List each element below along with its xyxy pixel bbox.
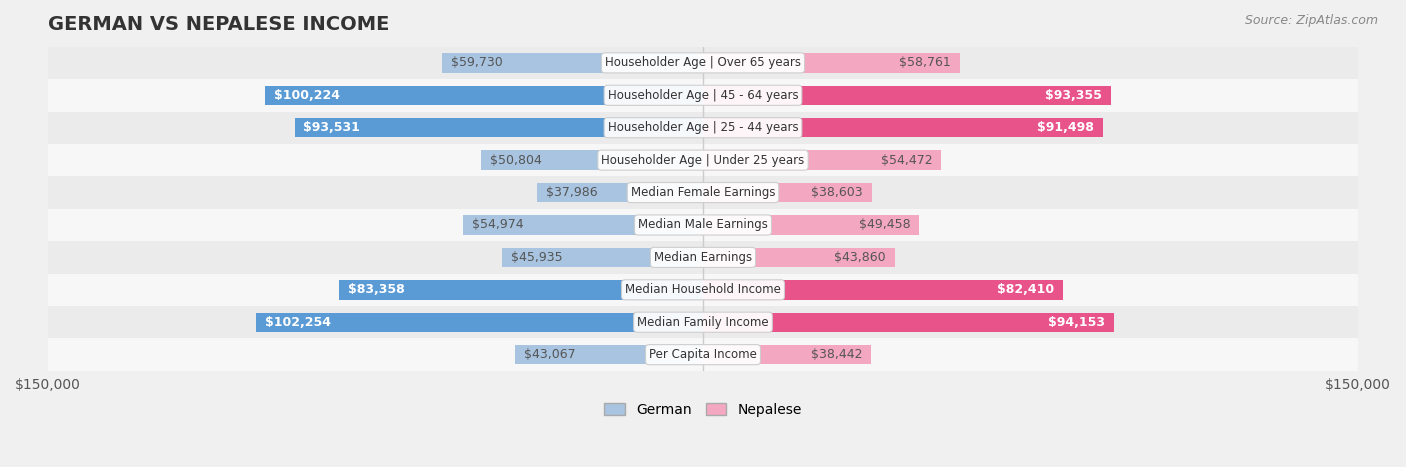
Text: $82,410: $82,410 bbox=[997, 283, 1054, 297]
Bar bbox=[48, 274, 1358, 306]
Text: Householder Age | Over 65 years: Householder Age | Over 65 years bbox=[605, 57, 801, 70]
Text: $43,067: $43,067 bbox=[523, 348, 575, 361]
Text: $94,153: $94,153 bbox=[1049, 316, 1105, 329]
Text: $49,458: $49,458 bbox=[859, 219, 910, 232]
Bar bbox=[441, 53, 703, 72]
Text: $91,498: $91,498 bbox=[1038, 121, 1094, 134]
Text: $50,804: $50,804 bbox=[489, 154, 541, 167]
Bar bbox=[256, 312, 703, 332]
Bar bbox=[48, 144, 1358, 177]
Bar bbox=[48, 209, 1358, 241]
Text: $93,531: $93,531 bbox=[304, 121, 360, 134]
Text: Median Household Income: Median Household Income bbox=[626, 283, 780, 297]
Bar bbox=[703, 345, 870, 364]
Bar bbox=[48, 306, 1358, 339]
Bar bbox=[266, 85, 703, 105]
Text: Median Female Earnings: Median Female Earnings bbox=[631, 186, 775, 199]
Text: Median Male Earnings: Median Male Earnings bbox=[638, 219, 768, 232]
Text: $43,860: $43,860 bbox=[834, 251, 886, 264]
Text: Householder Age | 25 - 44 years: Householder Age | 25 - 44 years bbox=[607, 121, 799, 134]
Bar bbox=[48, 339, 1358, 371]
Legend: German, Nepalese: German, Nepalese bbox=[599, 397, 807, 422]
Bar bbox=[463, 215, 703, 235]
Bar bbox=[48, 241, 1358, 274]
Bar bbox=[48, 112, 1358, 144]
Bar bbox=[703, 183, 872, 202]
Text: $100,224: $100,224 bbox=[274, 89, 340, 102]
Text: $37,986: $37,986 bbox=[546, 186, 598, 199]
Bar bbox=[502, 248, 703, 267]
Text: $54,472: $54,472 bbox=[880, 154, 932, 167]
Text: $59,730: $59,730 bbox=[451, 57, 502, 70]
Bar bbox=[703, 248, 894, 267]
Text: $38,603: $38,603 bbox=[811, 186, 863, 199]
Text: Householder Age | Under 25 years: Householder Age | Under 25 years bbox=[602, 154, 804, 167]
Text: $83,358: $83,358 bbox=[347, 283, 405, 297]
Bar bbox=[339, 280, 703, 299]
Text: Householder Age | 45 - 64 years: Householder Age | 45 - 64 years bbox=[607, 89, 799, 102]
Text: $93,355: $93,355 bbox=[1045, 89, 1102, 102]
Text: Source: ZipAtlas.com: Source: ZipAtlas.com bbox=[1244, 14, 1378, 27]
Bar bbox=[703, 85, 1111, 105]
Text: $38,442: $38,442 bbox=[811, 348, 862, 361]
Bar bbox=[515, 345, 703, 364]
Bar bbox=[481, 150, 703, 170]
Bar bbox=[537, 183, 703, 202]
Text: $45,935: $45,935 bbox=[512, 251, 562, 264]
Text: $102,254: $102,254 bbox=[266, 316, 332, 329]
Text: Median Earnings: Median Earnings bbox=[654, 251, 752, 264]
Bar bbox=[294, 118, 703, 137]
Text: $58,761: $58,761 bbox=[898, 57, 950, 70]
Bar bbox=[48, 79, 1358, 112]
Bar bbox=[48, 177, 1358, 209]
Text: Median Family Income: Median Family Income bbox=[637, 316, 769, 329]
Text: Per Capita Income: Per Capita Income bbox=[650, 348, 756, 361]
Bar bbox=[703, 118, 1102, 137]
Bar bbox=[703, 53, 960, 72]
Bar bbox=[703, 150, 941, 170]
Text: $54,974: $54,974 bbox=[471, 219, 523, 232]
Bar bbox=[703, 312, 1114, 332]
Bar bbox=[703, 215, 920, 235]
Bar bbox=[48, 47, 1358, 79]
Text: GERMAN VS NEPALESE INCOME: GERMAN VS NEPALESE INCOME bbox=[48, 15, 389, 34]
Bar bbox=[703, 280, 1063, 299]
